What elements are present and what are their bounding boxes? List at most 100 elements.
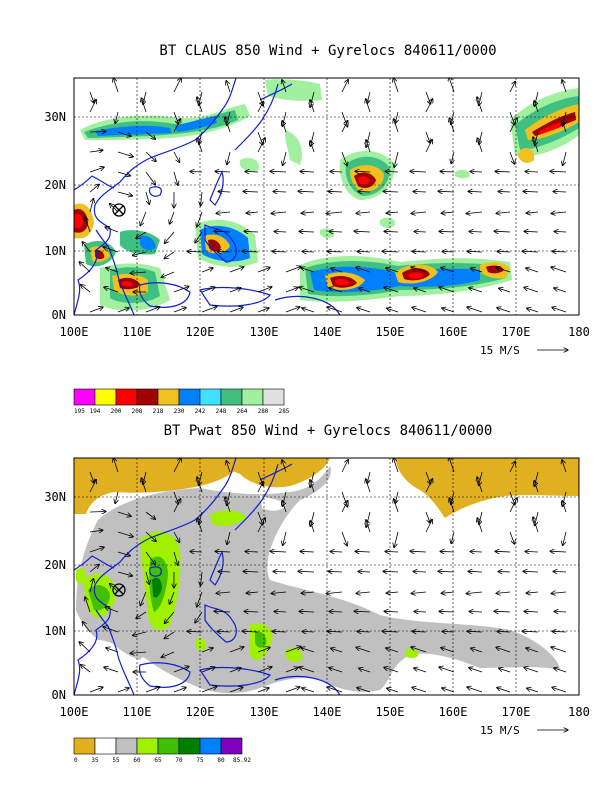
wind-vector	[270, 171, 286, 172]
wind-vector	[283, 152, 286, 166]
colorbar-swatch	[74, 738, 95, 754]
wind-vector	[550, 551, 566, 552]
wind-vector	[174, 172, 178, 185]
wind-vector	[414, 611, 426, 612]
x-tick-label: 160E	[439, 705, 468, 719]
wind-vector	[118, 688, 129, 692]
wind-vector	[382, 251, 398, 252]
wind-vector	[551, 647, 566, 652]
wind-vector	[523, 191, 538, 192]
wind-vector	[342, 492, 348, 507]
wind-vector	[202, 306, 217, 312]
wind-vector	[283, 532, 286, 546]
wind-vector	[414, 668, 426, 672]
wind-vector	[286, 307, 300, 312]
wind-vector	[495, 551, 510, 552]
wind-vector	[197, 97, 202, 112]
wind-vector	[386, 212, 398, 213]
colorbar-swatch	[158, 389, 179, 405]
wind-vector	[499, 668, 510, 672]
wind-vector	[510, 81, 515, 92]
wind-vector	[524, 231, 538, 232]
wind-vector	[522, 631, 538, 632]
wind-vector	[286, 266, 301, 272]
panel-pwat: BT Pwat 850 Wind + Gyrelocs 840611/0000	[44, 423, 590, 764]
wind-vector	[298, 571, 314, 572]
wind-vector	[496, 212, 510, 213]
wind-vector	[115, 492, 118, 504]
wind-vector	[302, 308, 314, 312]
colorbar-label: 285	[279, 408, 290, 415]
x-tick-label: 130E	[250, 325, 279, 339]
wind-vector	[499, 288, 510, 292]
wind-vector	[113, 78, 118, 92]
wind-vector	[411, 212, 426, 214]
wind-vector	[553, 191, 566, 192]
colorbar-label: 208	[132, 408, 143, 415]
x-tick-label: 120E	[186, 705, 215, 719]
wind-vector	[258, 101, 263, 112]
x-tick-label: 130E	[250, 705, 279, 719]
wind-vector	[272, 251, 286, 252]
wind-vector	[441, 592, 454, 593]
wind-vector	[386, 592, 398, 593]
wind-vector	[258, 287, 272, 292]
wind-vector	[216, 212, 230, 213]
wind-vector	[90, 167, 104, 172]
colorbar-label: 0	[74, 757, 78, 764]
colorbar-label: 70	[175, 757, 183, 764]
wind-vector	[258, 308, 269, 312]
y-axis: 30N 20N 10N 0N	[44, 490, 66, 702]
colorbar-label: 195	[74, 408, 85, 415]
wind-vector	[554, 231, 566, 232]
x-tick-label: 160E	[439, 325, 468, 339]
colorbar-swatch	[137, 389, 158, 405]
colorbar-swatch	[242, 389, 263, 405]
x-axis: 100E 110E 120E 130E 140E 150E 160E 170E …	[60, 705, 590, 719]
colorbar-label: 75	[196, 757, 204, 764]
wind-vector	[230, 267, 244, 272]
wind-vector	[551, 592, 566, 594]
wind-vector	[342, 112, 348, 127]
colorbar-label: 194	[90, 408, 101, 415]
vector-reference-label: 15 M/S	[480, 344, 520, 357]
wind-vector	[525, 171, 538, 172]
wind-vector	[367, 92, 370, 104]
wind-vector	[218, 191, 230, 192]
wind-vector	[524, 611, 538, 612]
wind-vector	[526, 212, 538, 213]
wind-vector	[328, 191, 342, 192]
colorbar-swatch	[200, 738, 221, 754]
wind-vector	[442, 688, 454, 692]
wind-vector	[383, 191, 398, 192]
wind-vector	[118, 192, 133, 196]
wind-vector	[326, 592, 342, 594]
wind-vector	[554, 611, 566, 612]
wind-vector	[527, 308, 538, 312]
wind-vector	[497, 688, 510, 692]
wind-vector	[524, 667, 538, 672]
wind-vector	[245, 171, 258, 172]
wind-vector	[522, 251, 538, 252]
wind-vector	[562, 80, 566, 92]
wind-vector	[355, 551, 370, 552]
colorbar-label: 85.92	[233, 757, 251, 764]
wind-vector	[273, 571, 286, 572]
wind-vector	[439, 611, 454, 612]
wind-vector	[246, 212, 258, 213]
x-tick-label: 170E	[502, 705, 531, 719]
wind-vector	[342, 532, 347, 546]
wind-vector	[426, 132, 430, 143]
y-tick-label: 20N	[44, 178, 66, 192]
colorbar-label: 200	[111, 408, 122, 415]
y-tick-label: 10N	[44, 624, 66, 638]
wind-vector	[494, 611, 510, 612]
wind-vector	[468, 571, 482, 572]
colorbar-label: 55	[112, 757, 120, 764]
wind-vector	[202, 268, 213, 272]
wind-vector	[354, 231, 370, 232]
colorbar-swatch	[221, 389, 242, 405]
wind-vector	[470, 551, 482, 552]
